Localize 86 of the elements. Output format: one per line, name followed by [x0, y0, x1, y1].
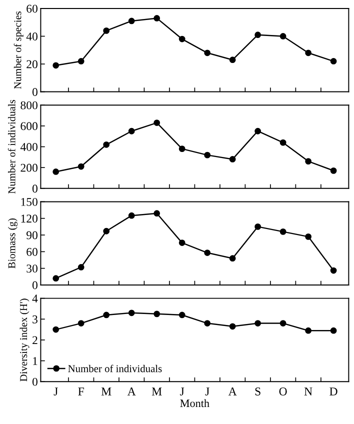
x-tick-label: M: [101, 388, 112, 396]
point: [330, 267, 337, 274]
point: [128, 18, 135, 24]
y-tick-label: 0: [32, 378, 38, 386]
x-tick-label: A: [228, 388, 237, 396]
y-tick-label: 30: [26, 264, 38, 273]
point: [305, 158, 312, 165]
point: [178, 312, 186, 318]
point: [305, 327, 312, 334]
legend-label: Number of individuals: [68, 364, 162, 372]
point: [128, 212, 135, 219]
point: [128, 128, 135, 134]
y-tick-label: 2: [32, 336, 38, 344]
y-tick-label: 40: [26, 32, 38, 40]
point: [154, 15, 160, 22]
x-tick-label: J: [180, 388, 184, 396]
point: [103, 141, 110, 148]
y-axis-title: Number of individuals: [8, 100, 16, 194]
point: [254, 223, 262, 230]
point: [103, 312, 110, 318]
point: [128, 310, 135, 316]
y-tick-label: 90: [26, 231, 38, 240]
point: [229, 56, 236, 64]
x-tick-label: N: [304, 388, 312, 396]
point: [103, 27, 110, 34]
y-tick-label: 0: [32, 281, 38, 290]
point: [229, 255, 236, 262]
point: [280, 228, 286, 235]
point: [52, 326, 60, 333]
point: [330, 327, 337, 334]
point: [204, 250, 211, 256]
y-tick-label: 400: [20, 142, 38, 151]
point: [254, 32, 262, 38]
y-tick-label: 1: [33, 357, 38, 365]
point: [154, 120, 160, 126]
point: [305, 50, 312, 56]
y-tick-label: 0: [32, 184, 38, 193]
x-tick-label: J: [205, 388, 210, 396]
x-tick-label: S: [255, 388, 260, 396]
point: [52, 168, 60, 175]
point: [52, 275, 60, 282]
point: [178, 36, 186, 42]
point: [229, 156, 236, 162]
point: [178, 240, 186, 246]
point: [254, 320, 262, 326]
point: [280, 139, 286, 146]
point: [254, 128, 262, 134]
point: [204, 320, 211, 326]
y-tick-label: 60: [26, 248, 38, 256]
point: [305, 233, 312, 240]
y-tick-label: 4: [32, 294, 38, 302]
x-tick-label: M: [152, 388, 162, 396]
point: [229, 323, 236, 330]
point: [154, 310, 160, 318]
point: [280, 320, 286, 326]
x-tick-label: D: [330, 388, 338, 396]
y-tick-label: 600: [20, 122, 38, 130]
point: [204, 152, 211, 158]
point: [103, 228, 110, 234]
y-axis-title: Diversity index (H'): [20, 298, 30, 382]
y-axis-title: Number of species: [14, 11, 24, 89]
y-tick-label: 60: [26, 4, 38, 13]
y-tick-label: 3: [32, 315, 38, 324]
y-tick-label: 120: [21, 214, 38, 223]
point: [280, 33, 286, 40]
point: [78, 58, 84, 64]
point: [330, 58, 337, 64]
point: [52, 62, 60, 69]
point: [78, 163, 84, 170]
y-tick-label: 0: [32, 88, 38, 96]
x-tick-label: F: [78, 388, 84, 396]
x-tick-label: O: [279, 388, 287, 396]
x-tick-label: A: [127, 388, 136, 396]
x-tick-label: J: [54, 388, 58, 396]
y-axis-title: Biomass (g): [8, 218, 18, 268]
y-tick-label: 20: [26, 60, 38, 68]
point: [330, 167, 337, 174]
point: [154, 210, 160, 217]
point: [78, 320, 84, 326]
y-tick-label: 150: [21, 198, 38, 206]
point: [178, 146, 186, 152]
y-tick-label: 200: [20, 164, 38, 172]
point: [78, 264, 84, 270]
y-tick-label: 800: [20, 101, 38, 110]
x-axis-title: Month: [180, 399, 210, 408]
point: [204, 50, 211, 56]
